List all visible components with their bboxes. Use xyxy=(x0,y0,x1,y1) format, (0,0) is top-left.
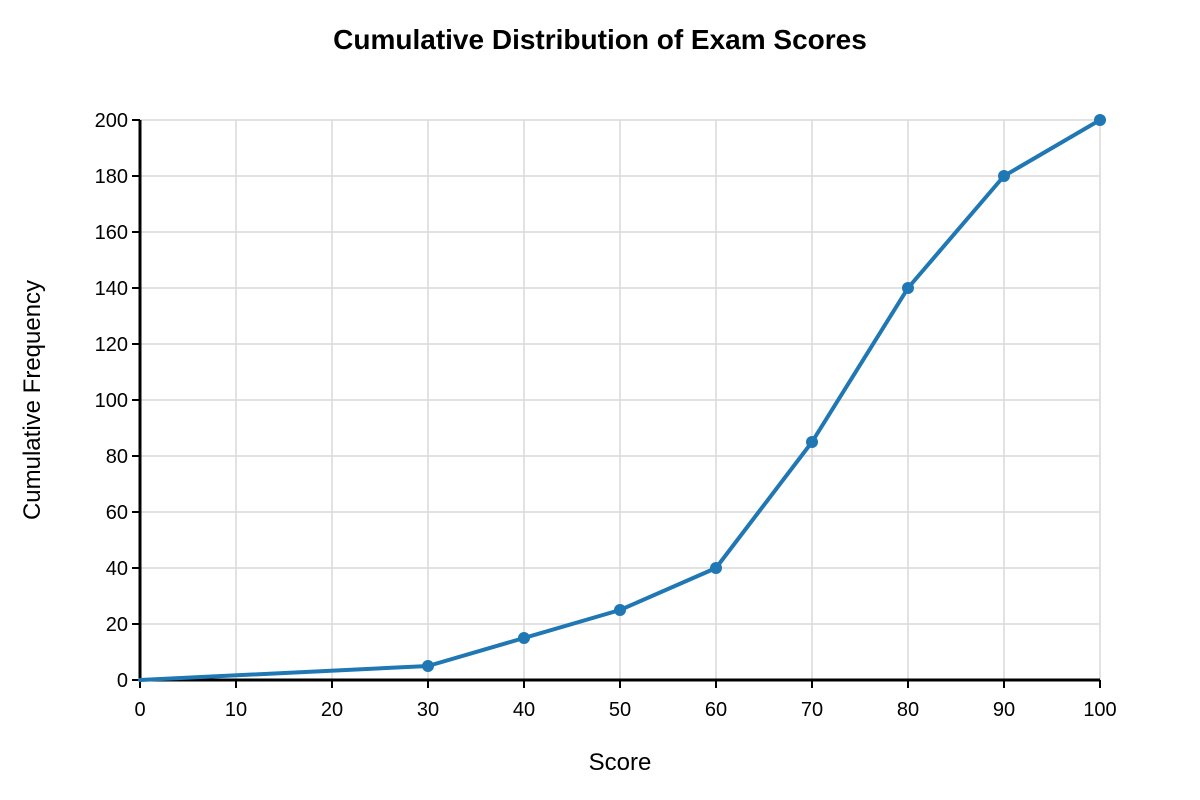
data-point xyxy=(518,632,530,644)
y-tick-label: 20 xyxy=(106,614,128,636)
y-tick-label: 40 xyxy=(106,558,128,580)
x-tick-label: 0 xyxy=(134,699,145,721)
y-axis-label: Cumulative Frequency xyxy=(19,280,46,520)
y-tick-label: 60 xyxy=(106,502,128,524)
chart-title: Cumulative Distribution of Exam Scores xyxy=(333,24,867,55)
x-tick-label: 20 xyxy=(321,699,343,721)
data-point xyxy=(902,282,914,294)
y-tick-label: 0 xyxy=(117,670,128,692)
x-tick-label: 90 xyxy=(993,699,1015,721)
axes xyxy=(132,119,1101,688)
y-tick-label: 120 xyxy=(95,334,128,356)
x-tick-label: 70 xyxy=(801,699,823,721)
y-tick-label: 80 xyxy=(106,446,128,468)
tick-labels: 0 10 20 30 40 50 60 70 80 90 100 0 20 40 60 80 100 120 140… xyxy=(95,110,1117,721)
data-point xyxy=(710,562,722,574)
x-tick-label: 100 xyxy=(1083,699,1116,721)
x-tick-label: 40 xyxy=(513,699,535,721)
x-tick-label: 50 xyxy=(609,699,631,721)
series-group xyxy=(138,114,1106,682)
data-point xyxy=(422,660,434,672)
x-axis-label: Score xyxy=(589,749,652,776)
y-tick-label: 140 xyxy=(95,278,128,300)
y-tick-label: 160 xyxy=(95,222,128,244)
data-point xyxy=(806,436,818,448)
x-tick-label: 30 xyxy=(417,699,439,721)
x-tick-label: 80 xyxy=(897,699,919,721)
y-tick-label: 180 xyxy=(95,166,128,188)
grid xyxy=(140,119,1101,680)
data-point xyxy=(614,604,626,616)
data-point xyxy=(1094,114,1106,126)
x-tick-label: 60 xyxy=(705,699,727,721)
y-tick-label: 100 xyxy=(95,390,128,412)
x-tick-label: 10 xyxy=(225,699,247,721)
y-tick-label: 200 xyxy=(95,110,128,132)
data-point xyxy=(998,170,1010,182)
